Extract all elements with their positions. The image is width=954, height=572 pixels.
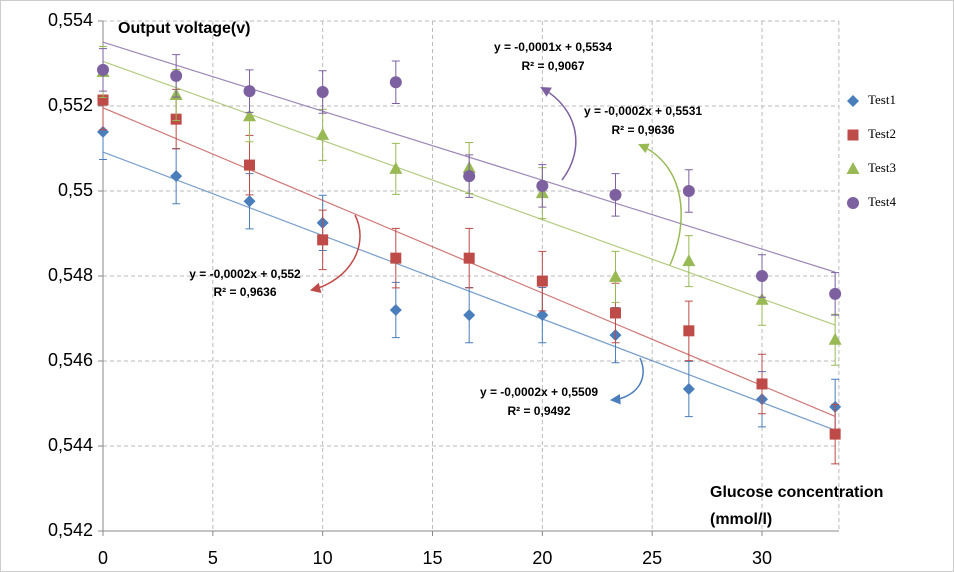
- marker: [609, 307, 621, 319]
- x-tick-label: 5: [208, 548, 218, 568]
- legend-label: Test1: [868, 92, 896, 107]
- annotation: R² = 0,9492: [507, 404, 570, 418]
- marker: [682, 383, 695, 396]
- marker: [608, 269, 622, 282]
- legend: Test1 Test2 Test3 Test4: [846, 92, 896, 209]
- y-tick-label: 0,548: [48, 265, 93, 285]
- y-tick-label: 0,544: [48, 435, 93, 455]
- marker: [316, 127, 330, 140]
- x-axis-title: (mmol/l): [710, 511, 772, 528]
- marker: [755, 292, 769, 305]
- plot: [96, 41, 842, 465]
- marker: [756, 378, 768, 390]
- marker: [828, 332, 842, 345]
- y-tick-label: 0,552: [48, 95, 93, 115]
- marker: [682, 185, 695, 197]
- marker: [536, 179, 549, 192]
- y-tick-label: 0,546: [48, 350, 93, 370]
- marker: [609, 188, 622, 201]
- x-tick-label: 25: [642, 548, 662, 568]
- annotation: y = -0,0001x + 0,5534: [494, 40, 612, 54]
- marker: [389, 76, 402, 89]
- marker: [463, 309, 476, 322]
- x-tick-label: 30: [752, 548, 772, 568]
- marker: [243, 85, 256, 98]
- marker: [463, 252, 475, 264]
- marker: [829, 287, 842, 300]
- legend-label: Test4: [868, 194, 896, 209]
- marker: [389, 304, 402, 316]
- marker: [317, 234, 329, 246]
- annotation: y = -0,0002x + 0,552: [189, 267, 301, 281]
- legend-label: Test2: [868, 126, 896, 141]
- annotation: R² = 0,9636: [611, 123, 674, 137]
- x-tick-label: 10: [313, 548, 333, 568]
- arrow: [609, 357, 644, 405]
- x-axis-title: Glucose concentration: [710, 484, 883, 501]
- marker: [316, 85, 329, 98]
- marker: [682, 254, 696, 267]
- marker: [389, 161, 403, 174]
- arrow: [309, 214, 361, 293]
- marker: [390, 252, 402, 264]
- marker: [243, 109, 257, 122]
- y-tick-label: 0,55: [58, 180, 93, 200]
- marker: [756, 270, 768, 282]
- marker: [536, 309, 549, 322]
- annotation: y = -0,0002x + 0,5509: [480, 385, 598, 399]
- annotation: R² = 0,9636: [213, 285, 276, 299]
- marker: [97, 63, 109, 76]
- annotation: R² = 0,9067: [521, 59, 584, 73]
- x-tick-label: 15: [422, 548, 442, 568]
- y-axis-title: Output voltage(v): [118, 20, 250, 37]
- marker: [536, 275, 548, 287]
- marker: [97, 94, 109, 106]
- annotation: y = -0,0002x + 0,5531: [584, 104, 702, 118]
- marker: [170, 69, 183, 82]
- marker: [847, 95, 859, 107]
- marker: [97, 125, 109, 138]
- arrow: [540, 86, 577, 181]
- marker: [847, 197, 859, 209]
- y-tick-label: 0,542: [48, 520, 93, 540]
- arrow: [638, 143, 682, 266]
- marker: [829, 428, 841, 440]
- marker: [847, 129, 859, 141]
- legend-label: Test3: [868, 160, 896, 175]
- x-tick-label: 0: [98, 548, 108, 568]
- x-tick-label: 20: [532, 548, 552, 568]
- marker: [463, 170, 476, 183]
- marker: [846, 162, 860, 174]
- marker: [170, 170, 183, 183]
- marker: [683, 325, 695, 337]
- marker: [243, 195, 256, 208]
- marker: [244, 159, 256, 171]
- y-tick-label: 0,554: [48, 10, 93, 30]
